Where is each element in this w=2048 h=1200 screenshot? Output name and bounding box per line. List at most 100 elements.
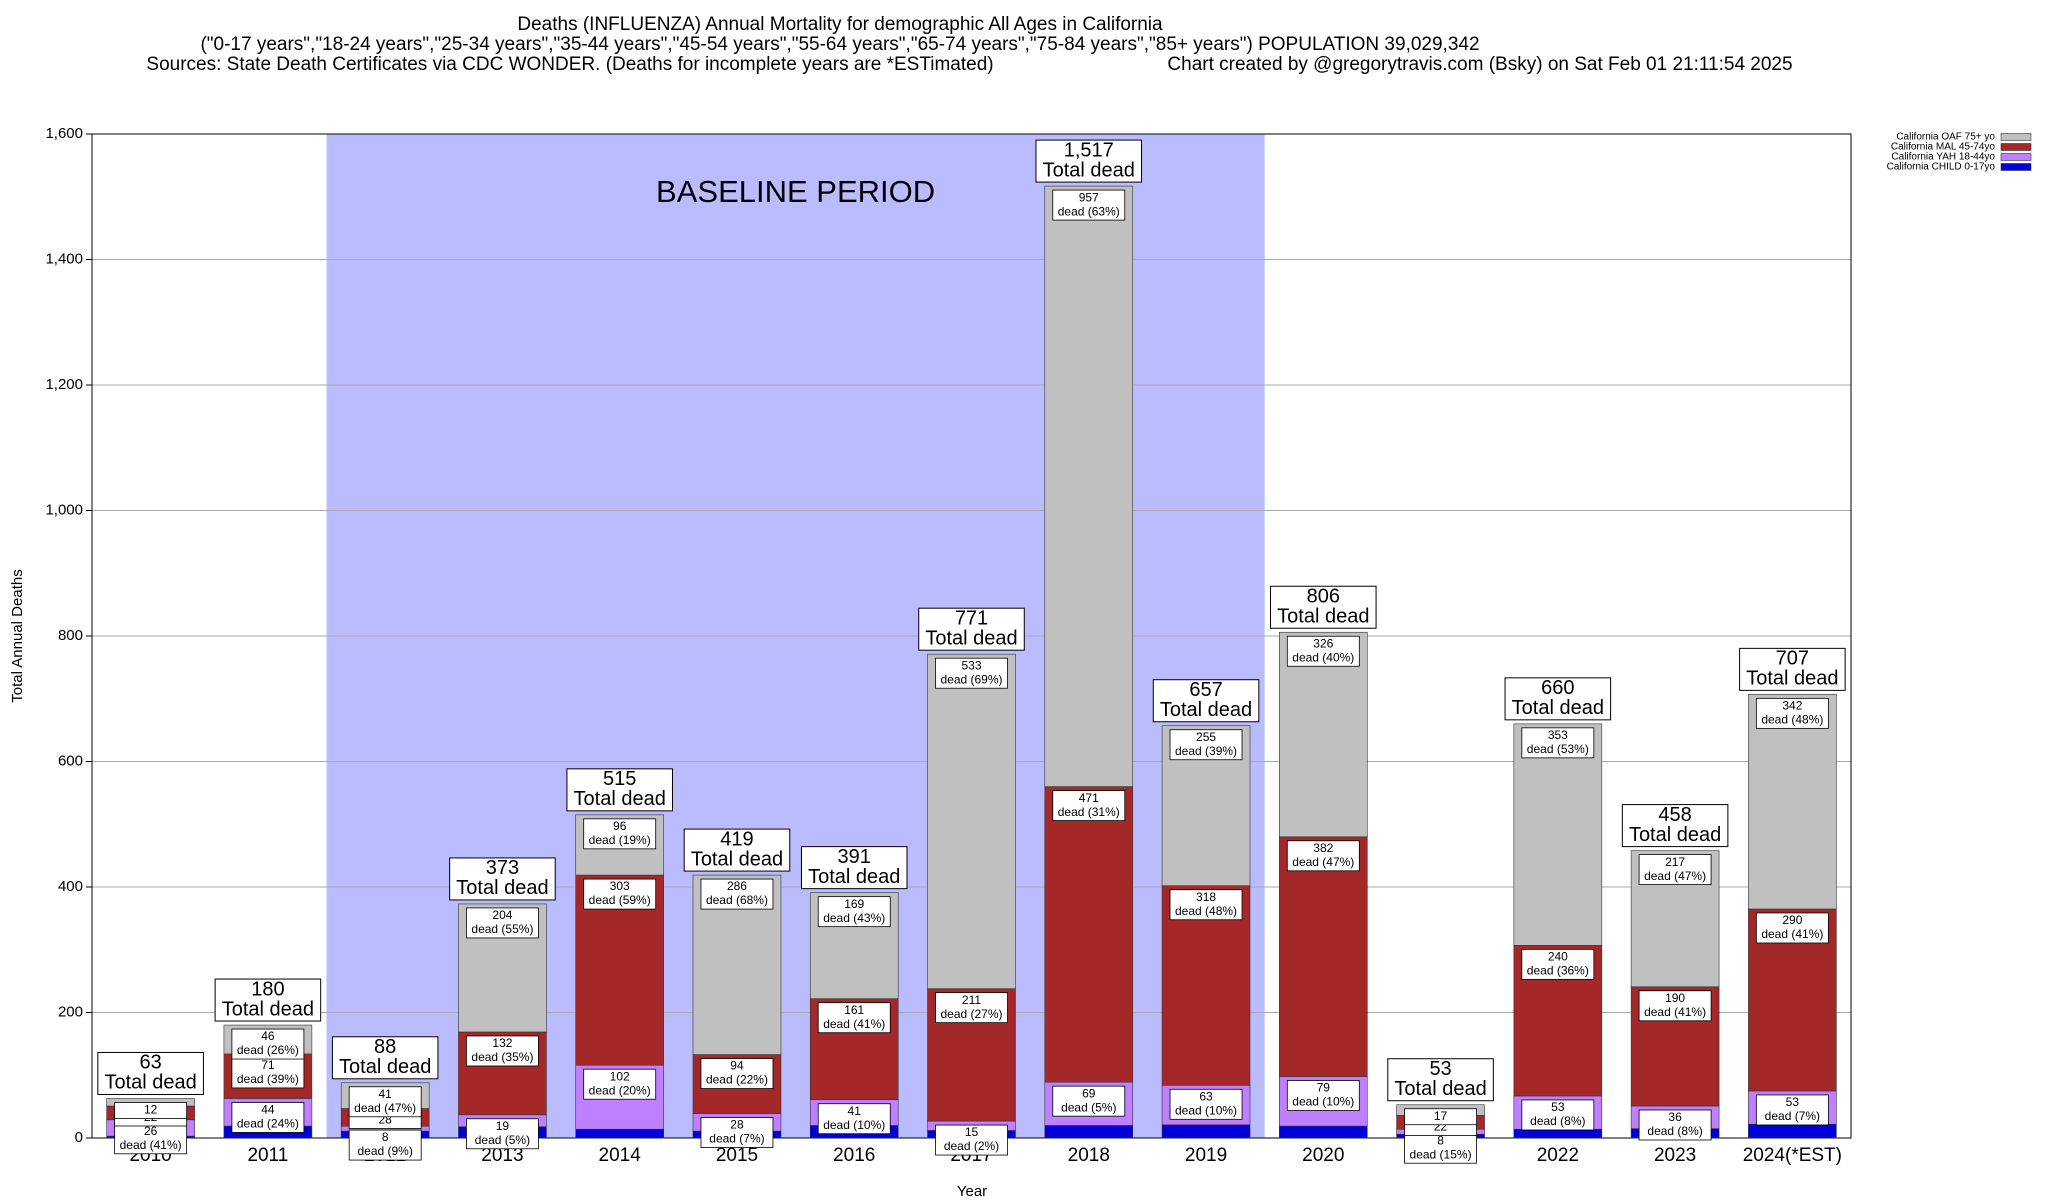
total-text: Total dead: [104, 1072, 196, 1094]
total-text: Total dead: [339, 1056, 431, 1078]
bar-segment: [1748, 1123, 1837, 1139]
segment-label-box: [1286, 840, 1360, 872]
y-axis-label: Total Annual Deaths: [9, 569, 26, 702]
segment-label-box: [935, 657, 1008, 689]
chart-title: Deaths (INFLUENZA) Annual Mortality for …: [517, 14, 1163, 35]
total-value-label: 771: [955, 607, 988, 629]
total-text: Total dead: [1277, 606, 1369, 628]
segment-label-box: [1638, 1109, 1712, 1141]
segment-pct-label: dead (39%): [1175, 744, 1237, 758]
segment-label-box: [1404, 1132, 1477, 1164]
segment-label-box: [348, 1086, 422, 1118]
total-value-label: 63: [140, 1052, 162, 1074]
segment-pct-label: dead (39%): [237, 1072, 299, 1086]
bar-segment: [1044, 1125, 1134, 1139]
segment-value-label: 353: [1548, 728, 1568, 742]
segment-label-box: [231, 1028, 305, 1060]
segment-value-label: 290: [1782, 913, 1802, 927]
x-tick-label: 2024(*EST): [1743, 1145, 1842, 1166]
total-text: Total dead: [574, 788, 666, 810]
total-text: Total dead: [456, 877, 548, 899]
segment-pct-label: dead (47%): [354, 1101, 416, 1115]
bar-segment: [1279, 836, 1368, 1077]
total-value-label: 1,517: [1064, 139, 1114, 161]
bar-segment: [1513, 723, 1603, 946]
segment-pct-label: dead (53%): [1527, 742, 1589, 756]
segment-pct-label: dead (55%): [471, 922, 533, 936]
segment-pct-label: dead (10%): [1175, 1103, 1237, 1117]
segment-label-box: [1286, 1080, 1360, 1111]
segment-value-label: 44: [261, 1103, 275, 1117]
total-text: Total dead: [1512, 697, 1604, 719]
segment-value-label: 8: [1437, 1133, 1444, 1147]
total-value-label: 180: [251, 978, 284, 1000]
total-text: Total dead: [1043, 159, 1135, 181]
segment-value-label: 240: [1548, 950, 1568, 964]
segment-pct-label: dead (69%): [940, 672, 1002, 686]
segment-pct-label: dead (10%): [823, 1118, 885, 1132]
x-tick-label: 2016: [833, 1145, 875, 1166]
segment-pct-label: dead (5%): [1061, 1100, 1116, 1114]
segment-value-label: 286: [727, 879, 747, 893]
legend-swatch: [2000, 163, 2032, 171]
y-tick-label: 1,600: [45, 125, 83, 142]
total-label-box: [1152, 679, 1260, 723]
segment-pct-label: dead (26%): [237, 1043, 299, 1057]
y-tick-label: 400: [58, 878, 83, 895]
segment-pct-label: dead (20%): [589, 1083, 651, 1097]
segment-value-label: 96: [613, 819, 627, 833]
segment-label-box: [1169, 1088, 1243, 1120]
segment-pct-label: dead (8%): [1530, 1114, 1585, 1128]
x-tick-label: 2018: [1068, 1145, 1110, 1166]
total-label-box: [1739, 647, 1846, 691]
total-text: Total dead: [1746, 668, 1838, 690]
segment-value-label: 46: [261, 1029, 275, 1043]
total-label-box: [97, 1051, 204, 1095]
segment-value-label: 471: [1079, 791, 1099, 805]
bar-segment: [1748, 694, 1837, 910]
segment-label-box: [114, 1102, 188, 1119]
total-value-label: 660: [1541, 677, 1574, 699]
segment-pct-label: dead (27%): [940, 1007, 1002, 1021]
segment-pct-label: dead (48%): [1175, 904, 1237, 918]
segment-pct-label: dead (15%): [1410, 1147, 1472, 1161]
segment-value-label: 79: [1317, 1081, 1331, 1095]
segment-value-label: 36: [1668, 1110, 1682, 1124]
segment-value-label: 8: [382, 1130, 389, 1144]
segment-pct-label: dead (24%): [237, 1117, 299, 1131]
segment-value-label: 382: [1313, 841, 1333, 855]
x-tick-label: 2013: [481, 1145, 523, 1166]
segment-value-label: 204: [492, 908, 512, 922]
y-tick-label: 600: [58, 752, 83, 769]
legend-label: California MAL 45-74yo: [1891, 142, 1996, 153]
segment-value-label: 255: [1196, 730, 1216, 744]
total-label-box: [1621, 804, 1729, 848]
segment-label-box: [817, 1002, 891, 1034]
segment-pct-label: dead (40%): [1292, 650, 1354, 664]
segment-value-label: 28: [730, 1118, 744, 1132]
segment-label-box: [1052, 1085, 1126, 1117]
segment-pct-label: dead (47%): [1292, 855, 1354, 869]
segment-pct-label: dead (10%): [1292, 1095, 1354, 1109]
segment-pct-label: dead (5%): [475, 1133, 530, 1147]
segment-label-box: [1521, 1099, 1595, 1131]
total-value-label: 515: [603, 768, 636, 790]
shaded-region-label: BASELINE PERIOD: [656, 174, 935, 209]
segment-value-label: 533: [961, 658, 981, 672]
total-value-label: 707: [1776, 648, 1809, 670]
segment-label-box: [583, 878, 657, 910]
bar-segment: [1161, 1124, 1251, 1139]
y-tick-label: 800: [58, 627, 83, 644]
segment-pct-label: dead (9%): [357, 1144, 412, 1158]
chart-subtitle: ("0-17 years","18-24 years","25-34 years…: [200, 34, 1479, 55]
x-tick-label: 2015: [716, 1145, 758, 1166]
segment-value-label: 71: [261, 1058, 275, 1072]
x-tick-label: 2023: [1654, 1145, 1696, 1166]
segment-pct-label: dead (41%): [823, 1017, 885, 1031]
segment-label-box: [466, 907, 539, 939]
segment-pct-label: dead (19%): [589, 833, 651, 847]
segment-label-box: [1638, 854, 1712, 886]
legend-swatch: [2000, 143, 2032, 151]
segment-pct-label: dead (22%): [706, 1073, 768, 1087]
